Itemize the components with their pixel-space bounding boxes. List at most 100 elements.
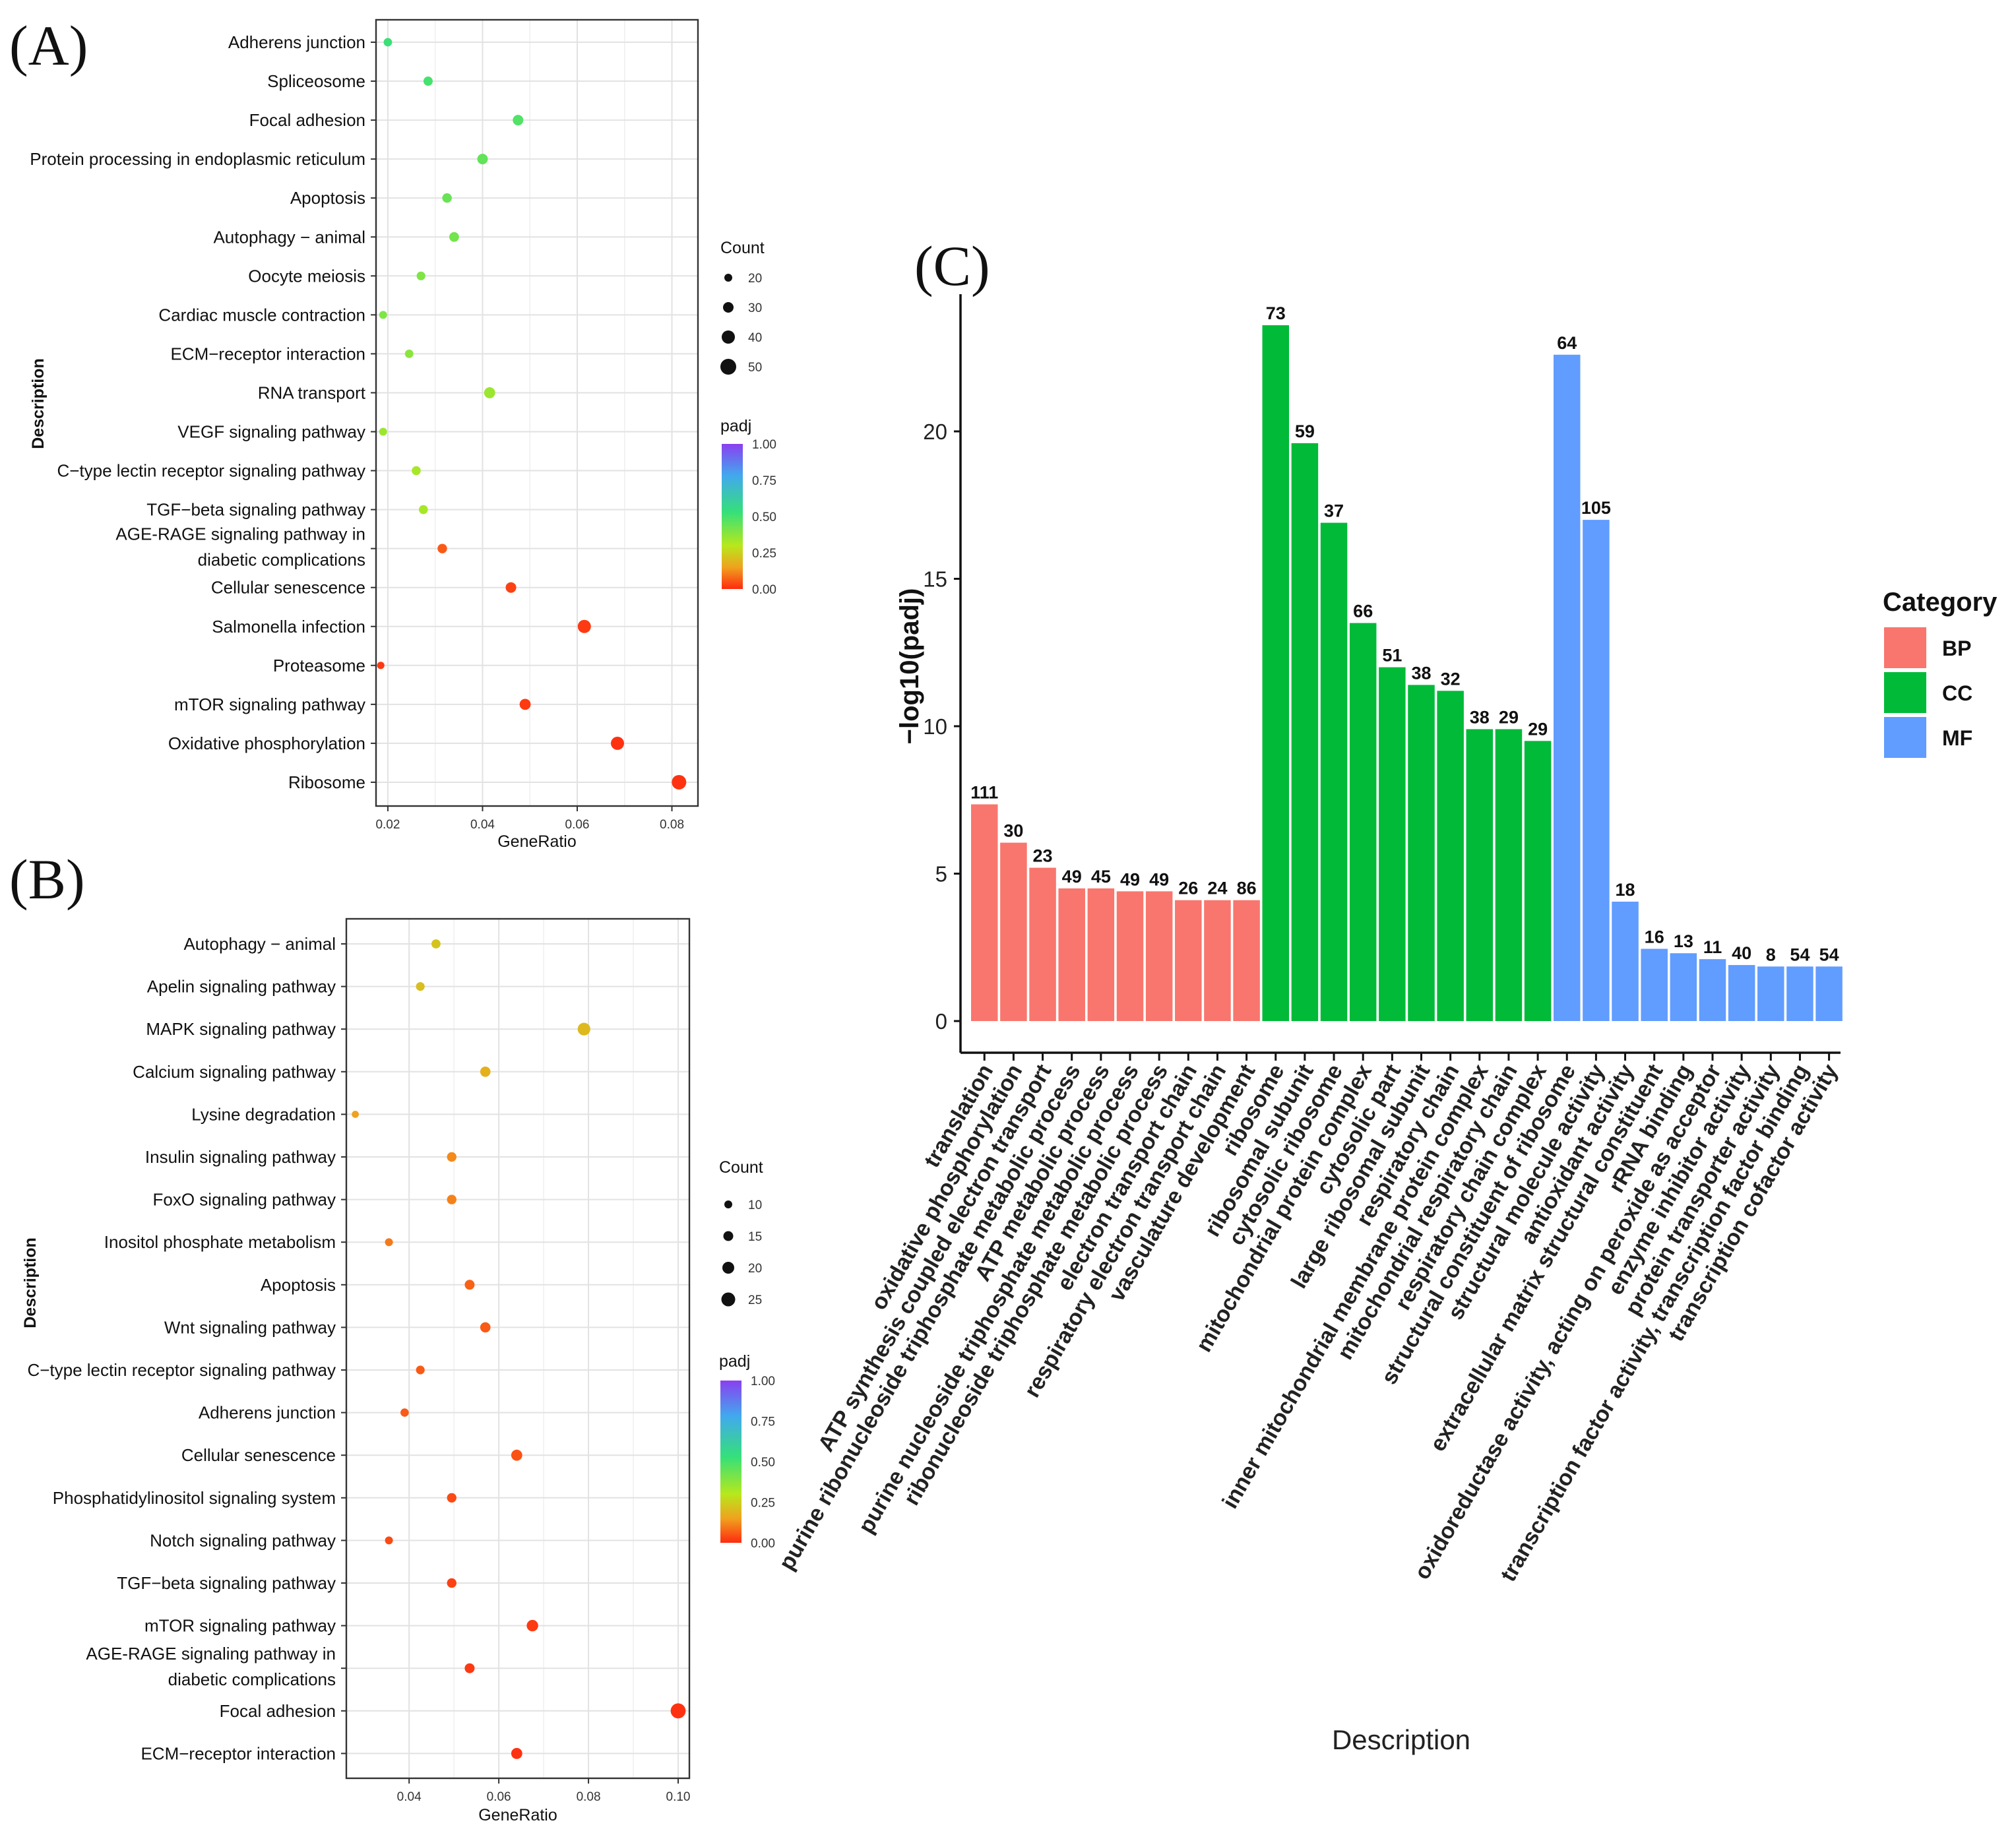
b-point (670, 1703, 686, 1719)
panel-a-grid (376, 20, 698, 806)
panel-b-y-axis: Autophagy − animal Apelin signaling pathw… (27, 934, 346, 1763)
c-bar (1262, 325, 1289, 1022)
panel-a-y-label: Description (29, 358, 47, 449)
c-bar (1116, 891, 1144, 1021)
c-bar (1670, 953, 1697, 1021)
c-bar-count-label: 30 (1003, 821, 1023, 841)
panel-a-frame (375, 18, 699, 807)
c-bar (1291, 443, 1319, 1021)
c-y-tick-label: 20 (923, 420, 947, 444)
a-point (383, 38, 393, 47)
a-x-tick-label: 0.04 (470, 818, 495, 832)
c-bar-count-label: 54 (1790, 945, 1810, 964)
c-bar (1495, 729, 1523, 1021)
a-count-legend-label: 50 (748, 361, 762, 375)
c-category-label: purine ribonucleoside triphosphate metab… (774, 1060, 1085, 1574)
panel-a-x-label: GeneRatio (497, 832, 577, 851)
b-count-legend-label: 15 (748, 1230, 762, 1244)
c-bar-count-label: 8 (1766, 945, 1776, 964)
c-bar-count-label: 11 (1703, 937, 1722, 957)
c-bar (1757, 966, 1784, 1021)
c-bar-count-label: 105 (1581, 498, 1611, 518)
panel-a-count-legend-title: Count (720, 239, 765, 257)
c-bar-count-label: 18 (1616, 880, 1635, 900)
b-category-label: MAPK signaling pathway (146, 1019, 336, 1039)
b-point (431, 939, 441, 949)
a-category-label: TGF−beta signaling pathway (146, 500, 365, 520)
a-padj-tick-label: 0.50 (752, 511, 776, 524)
c-bar-count-label: 51 (1382, 646, 1402, 666)
c-bar (1554, 354, 1581, 1021)
c-bar (1612, 901, 1639, 1021)
c-bar-count-label: 24 (1207, 879, 1227, 898)
c-bar-count-label: 54 (1819, 945, 1839, 964)
c-bar (1233, 900, 1260, 1021)
c-bar-count-label: 49 (1149, 869, 1169, 889)
a-count-legend-dot (720, 359, 736, 375)
a-category-label: C−type lectin receptor signaling pathway (57, 461, 365, 481)
b-point (352, 1111, 359, 1118)
c-bar-count-label: 59 (1295, 421, 1315, 441)
c-bar (1583, 520, 1610, 1021)
panel-c-y-label: −log10(padj) (895, 588, 924, 745)
panel-b-padj-colorbar (720, 1381, 741, 1543)
c-bar (1087, 888, 1115, 1021)
b-category-label: Adherens junction (199, 1403, 336, 1423)
panel-b-padj-legend-title: padj (719, 1352, 750, 1371)
b-count-legend-label: 10 (748, 1198, 762, 1212)
a-point (611, 736, 624, 750)
c-y-tick-label: 0 (935, 1009, 947, 1034)
a-point (379, 311, 387, 319)
c-bar (1408, 685, 1435, 1021)
c-bar-count-label: 49 (1120, 869, 1140, 889)
b-x-tick-label: 0.06 (487, 1790, 511, 1804)
b-point (447, 1493, 457, 1503)
a-category-label: RNA transport (258, 383, 366, 402)
b-category-label: FoxO signaling pathway (153, 1190, 336, 1210)
c-legend-label: CC (1942, 681, 1972, 705)
b-category-label: C−type lectin receptor signaling pathway (27, 1360, 336, 1380)
b-category-label: Inositol phosphate metabolism (104, 1232, 336, 1252)
b-point (511, 1748, 522, 1759)
a-point (513, 115, 524, 126)
panel-a-padj-colorbar (722, 444, 743, 589)
c-bar (1029, 867, 1056, 1021)
b-point (480, 1322, 491, 1333)
b-category-label: Insulin signaling pathway (145, 1147, 336, 1167)
c-bar-count-label: 38 (1470, 707, 1490, 727)
a-category-label: AGE-RAGE signaling pathway in (115, 524, 365, 544)
a-padj-tick-label: 0.25 (752, 547, 776, 561)
a-point (423, 77, 433, 86)
panel-c-bars (971, 325, 1843, 1022)
c-bar-count-label: 37 (1324, 501, 1344, 521)
panel-label-b: (B) (9, 848, 85, 911)
c-legend-swatch (1884, 627, 1926, 668)
c-bar-count-label: 73 (1266, 303, 1286, 323)
a-point (404, 350, 414, 358)
b-category-label: Wnt signaling pathway (164, 1317, 336, 1337)
a-padj-tick-label: 0.75 (752, 474, 776, 488)
b-point (385, 1536, 393, 1545)
b-point (416, 982, 425, 991)
b-count-legend-label: 25 (748, 1293, 762, 1307)
b-category-label: TGF−beta signaling pathway (117, 1573, 336, 1593)
panel-b-x-label: GeneRatio (478, 1806, 557, 1824)
panel-label-c: (C) (914, 234, 990, 297)
a-category-label: Ribosome (288, 772, 365, 792)
a-category-label: Protein processing in endoplasmic reticu… (30, 149, 365, 169)
c-bar-count-label: 38 (1411, 663, 1431, 683)
a-point (449, 232, 459, 242)
c-legend-label: BP (1942, 637, 1971, 660)
b-padj-tick-label: 0.50 (751, 1456, 775, 1470)
a-category-label: Salmonella infection (212, 617, 365, 637)
b-category-label: Notch signaling pathway (150, 1530, 336, 1550)
b-padj-tick-label: 0.75 (751, 1415, 775, 1429)
a-x-tick-label: 0.08 (660, 818, 684, 832)
b-category-label: Cellular senescence (181, 1445, 336, 1465)
b-point (480, 1067, 491, 1077)
c-bar-count-label: 32 (1441, 669, 1461, 689)
c-bar (1058, 888, 1085, 1021)
b-count-legend-dot (723, 1231, 734, 1241)
a-category-label: ECM−receptor interaction (170, 344, 365, 363)
